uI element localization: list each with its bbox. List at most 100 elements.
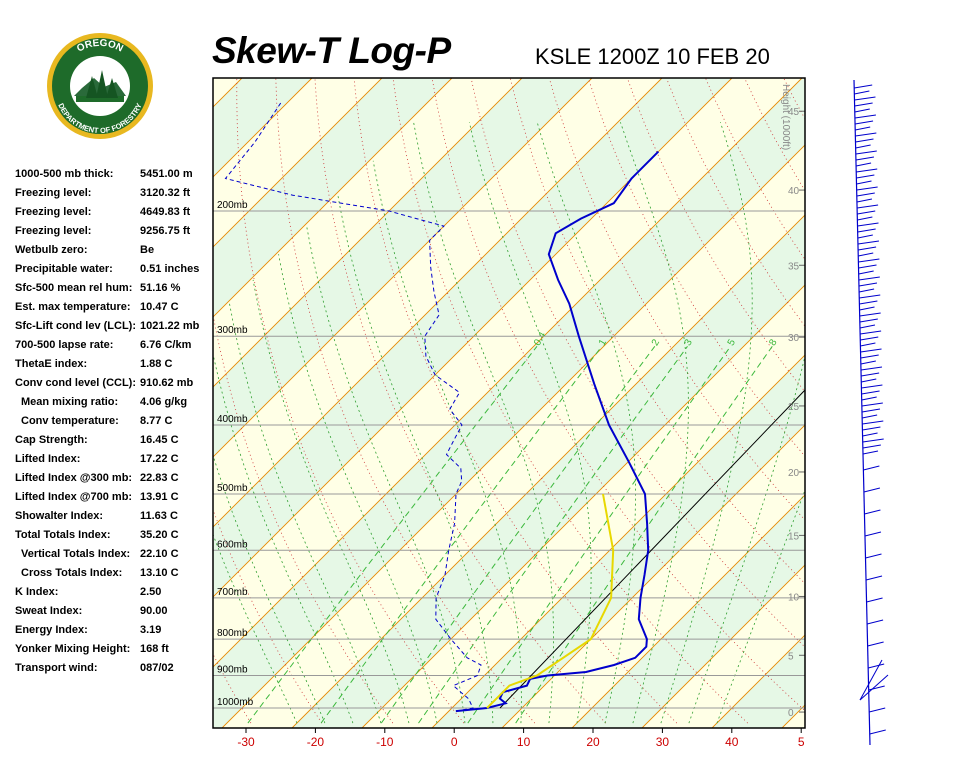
wind-barb <box>862 444 881 449</box>
index-label: Vertical Totals Index: <box>21 548 131 560</box>
x-tick-label: 40 <box>725 735 739 749</box>
index-label: Wetbulb zero: <box>15 244 88 256</box>
mixing-ratio-label: 5 <box>726 337 739 348</box>
index-label: Conv temperature: <box>21 415 119 427</box>
isotherm-band <box>0 78 172 728</box>
isotherm-line <box>0 78 32 728</box>
wind-barb <box>861 390 880 395</box>
moist-adiabat <box>213 533 298 724</box>
index-row: Total Totals Index: 35.20 C <box>15 529 215 547</box>
index-row: Lifted Index: 17.22 C <box>15 453 215 471</box>
index-label: Yonker Mixing Height: <box>15 643 131 655</box>
x-tick-label: -10 <box>376 735 394 749</box>
index-value: 087/02 <box>140 662 174 674</box>
wind-barb <box>864 531 882 537</box>
wind-barb <box>862 438 884 443</box>
wind-barb <box>860 342 876 347</box>
pressure-label: 1000mb <box>217 697 254 708</box>
dry-adiabat <box>877 0 960 723</box>
index-value: 168 ft <box>140 643 169 655</box>
wind-barb <box>854 102 873 107</box>
index-value: 1.88 C <box>140 358 173 370</box>
plot-border <box>212 77 806 729</box>
index-label: Energy Index: <box>15 624 88 636</box>
wind-barb <box>860 354 879 359</box>
index-value: 0.51 inches <box>140 263 200 275</box>
index-row: Sweat Index: 90.00 <box>15 605 215 623</box>
x-tick-label: -30 <box>237 735 255 749</box>
wind-barb <box>857 228 876 233</box>
wind-barb <box>856 168 878 173</box>
index-value: 51.16 % <box>140 282 181 294</box>
index-label: Showalter Index: <box>15 510 104 522</box>
index-value: 13.91 C <box>140 491 179 503</box>
index-row: Lifted Index @700 mb: 13.91 C <box>15 491 215 509</box>
index-value: 9256.75 ft <box>140 225 191 237</box>
wind-barb <box>861 384 883 389</box>
index-value: 8.77 C <box>140 415 173 427</box>
height-axis-title: Height (1000ft) <box>780 84 791 150</box>
x-tick-label: 0 <box>451 735 458 749</box>
isotherm-line <box>213 78 243 108</box>
index-row: Sfc-500 mean rel hum: 51.16 % <box>15 282 215 300</box>
index-value: 22.83 C <box>140 472 179 484</box>
station-time-label: KSLE 1200Z 10 FEB 20 <box>535 44 770 69</box>
wind-barb <box>856 174 875 179</box>
wind-barb <box>859 306 875 311</box>
wind-barb <box>861 408 881 413</box>
mixing-ratio-label: 8 <box>767 337 780 348</box>
isotherm-line <box>501 424 805 728</box>
index-row: Cross Totals Index: 13.10 C <box>15 567 215 585</box>
wind-barb <box>859 300 878 305</box>
mixing-ratio-line <box>467 346 732 724</box>
dry-adiabat <box>509 78 805 585</box>
wind-barb <box>858 246 877 251</box>
isotherm-band <box>0 78 32 728</box>
index-label: Transport wind: <box>15 662 98 674</box>
index-label: Cross Totals Index: <box>21 567 123 579</box>
wind-barb <box>859 318 878 323</box>
index-label: Cap Strength: <box>15 434 88 446</box>
wind-barb <box>854 114 876 119</box>
index-row: Mean mixing ratio: 4.06 g/kg <box>15 396 215 414</box>
index-value: 4649.83 ft <box>140 206 191 218</box>
dry-adiabat <box>665 78 805 327</box>
index-label: 1000-500 mb thick: <box>15 168 114 180</box>
plot-area: 0.4 1 2 3 5 8 <box>0 0 960 728</box>
index-value: Be <box>140 244 155 256</box>
isotherm-line <box>291 214 805 728</box>
mixing-ratio-line <box>515 346 773 724</box>
dry-adiabat <box>470 78 805 648</box>
oregon-forestry-logo: OREGON DEPARTMENT OF FORESTRY <box>47 33 153 139</box>
mixing-ratio-label: 2 <box>650 337 663 348</box>
wind-barb <box>861 396 877 401</box>
index-value: 4.06 g/kg <box>140 396 188 408</box>
wind-barb <box>862 432 878 437</box>
mixing-ratio-line <box>247 345 538 724</box>
dry-adiabat <box>912 0 960 723</box>
wind-barbs <box>853 79 889 746</box>
isotherm-line <box>852 78 960 728</box>
isotherm-line <box>571 494 805 728</box>
wind-barb <box>855 138 874 143</box>
index-value: 1021.22 mb <box>140 320 200 332</box>
index-row: Cap Strength: 16.45 C <box>15 434 215 452</box>
index-value: 6.76 C/km <box>140 339 192 351</box>
index-row: ThetaE index: 1.88 C <box>15 358 215 376</box>
wind-barb <box>866 597 883 603</box>
index-label: Sfc-500 mean rel hum: <box>15 282 133 294</box>
dry-adiabat <box>392 78 748 724</box>
index-label: Freezing level: <box>15 206 92 218</box>
index-row: Lifted Index @300 mb: 22.83 C <box>15 472 215 490</box>
wind-barb <box>858 282 878 287</box>
isotherm-line <box>213 78 663 528</box>
index-row: Est. max temperature: 10.47 C <box>15 301 215 319</box>
wind-barb <box>859 324 876 329</box>
pressure-label: 300mb <box>217 325 248 336</box>
wind-barb <box>868 685 885 691</box>
wind-barb <box>855 144 871 149</box>
wind-barb <box>862 420 884 425</box>
wind-barb <box>857 204 879 209</box>
height-tick-label: 5 <box>788 651 794 662</box>
